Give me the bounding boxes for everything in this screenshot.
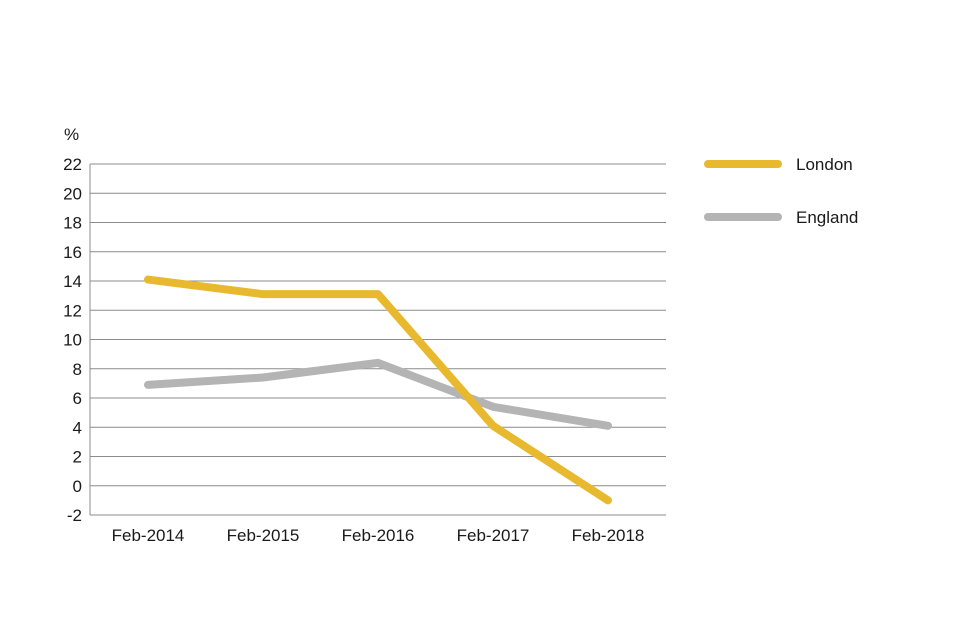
y-tick-label: 6 <box>73 389 82 408</box>
y-tick-label: 10 <box>63 331 82 350</box>
x-tick-label: Feb-2018 <box>572 526 645 545</box>
y-tick-label: 16 <box>63 243 82 262</box>
y-tick-label: -2 <box>67 506 82 525</box>
y-tick-label: 4 <box>73 418 82 437</box>
legend: London England <box>704 155 858 227</box>
y-axis-label: % <box>64 125 79 144</box>
x-tick-label: Feb-2016 <box>342 526 415 545</box>
y-tick-label: 8 <box>73 360 82 379</box>
y-tick-label: 14 <box>63 272 82 291</box>
y-tick-label: 22 <box>63 155 82 174</box>
y-tick-label: 0 <box>73 477 82 496</box>
legend-label-england: England <box>796 208 858 227</box>
y-tick-label: 2 <box>73 448 82 467</box>
x-tick-label: Feb-2017 <box>457 526 530 545</box>
series-line-england <box>144 358 612 430</box>
x-tick-label: Feb-2014 <box>112 526 185 545</box>
gridlines <box>90 163 666 487</box>
x-tick-labels: Feb-2014 Feb-2015 Feb-2016 Feb-2017 Feb-2018 <box>112 526 645 545</box>
series-lines <box>144 275 612 505</box>
y-tick-label: 12 <box>63 301 82 320</box>
axes <box>89 164 666 516</box>
y-tick-label: 18 <box>63 214 82 233</box>
series-line-london <box>144 275 612 505</box>
legend-label-london: London <box>796 155 853 174</box>
y-tick-labels: -2 0 2 4 6 8 10 12 14 16 18 20 22 <box>63 155 82 525</box>
x-tick-label: Feb-2015 <box>227 526 300 545</box>
y-tick-label: 20 <box>63 184 82 203</box>
